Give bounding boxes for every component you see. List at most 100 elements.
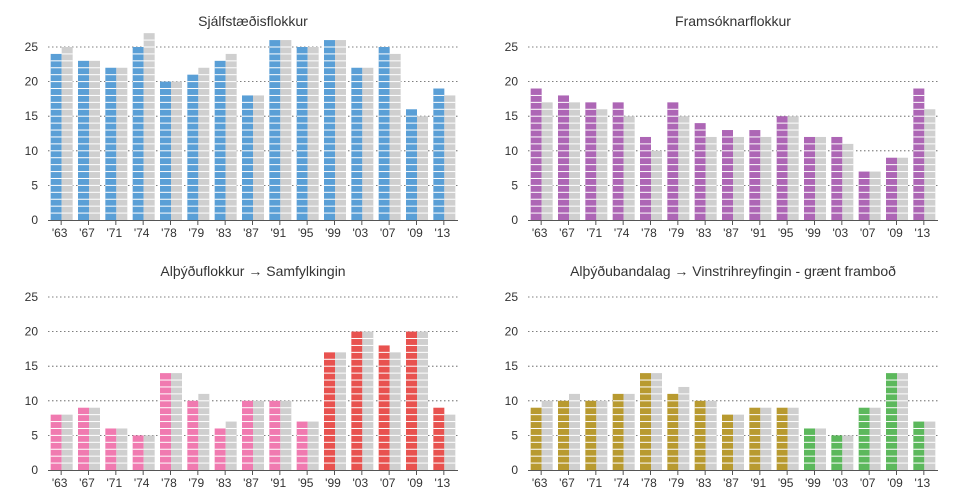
bar-previous [842,435,854,470]
x-tick-label: '91 [271,226,287,240]
bar-previous [198,67,210,220]
bar-current [160,373,171,470]
x-tick-label: '74 [614,226,630,240]
bar-current [214,60,226,221]
x-tick-label: '67 [559,476,575,490]
bar-previous [869,407,881,470]
bar-current [640,373,651,470]
y-tick-label: 25 [505,40,519,54]
bar-current [296,421,308,470]
x-tick-label: '79 [189,476,205,490]
y-tick-label: 15 [505,109,519,123]
bar-previous [678,116,690,220]
bar-previous [225,53,237,220]
bar-previous [924,421,936,470]
bar-current [105,67,117,220]
bar-previous [389,53,401,220]
y-tick-label: 0 [31,213,38,227]
y-tick-label: 25 [505,290,519,304]
bar-previous [623,116,635,220]
bar-current [749,407,761,470]
chart-title: Alþýðubandalag → Vinstrihreyfingin - græ… [570,263,896,279]
bar-previous [787,407,799,470]
bar-current [50,414,62,470]
x-tick-label: '99 [325,226,341,240]
bar-previous [225,421,237,470]
x-tick-label: '83 [696,476,712,490]
x-tick-label: '67 [79,226,95,240]
x-tick-label: '09 [887,226,903,240]
bar-current [351,67,363,220]
bar-current [351,331,363,470]
bar-current [776,116,788,220]
bar-current [378,47,390,220]
x-tick-label: '79 [189,226,205,240]
x-tick-label: '91 [751,226,767,240]
x-tick-label: '13 [915,226,931,240]
x-tick-label: '71 [107,476,123,490]
bar-previous [733,414,744,470]
y-tick-label: 15 [25,109,39,123]
bar-current [804,136,815,220]
bar-current [886,157,897,220]
bar-previous [678,386,690,470]
bar-current [749,130,761,220]
y-tick-label: 15 [25,359,39,373]
bar-current [433,88,445,221]
bar-current [269,40,281,220]
x-tick-label: '95 [778,226,794,240]
bar-current [913,421,925,470]
chart-panel-1: Framsóknarflokkur 0 5 10 15 20 25 '63 '67 '71 '74 '… [505,13,938,240]
x-tick-label: '78 [161,476,177,490]
bar-current [378,345,390,470]
bar-previous [541,102,553,220]
bar-current [585,102,597,220]
bar-current [132,435,144,470]
x-tick-label: '95 [298,476,314,490]
x-tick-label: '63 [52,226,68,240]
bar-previous [651,373,662,470]
x-tick-label: '87 [243,476,259,490]
bar-previous [89,60,100,221]
x-tick-label: '79 [669,476,685,490]
x-tick-label: '71 [587,476,603,490]
x-tick-label: '91 [751,476,767,490]
bar-previous [89,407,100,470]
chart-panel-0: Sjálfstæðisflokkur 0 5 10 15 20 25 '63 '67 '71 '74… [25,13,458,240]
x-tick-label: '99 [325,476,341,490]
bar-current [324,352,335,470]
bar-previous [116,67,128,220]
x-tick-label: '83 [216,476,232,490]
x-tick-label: '07 [380,476,396,490]
bar-previous [143,33,155,220]
chart-title: Framsóknarflokkur [675,13,791,29]
bar-previous [651,150,662,220]
bar-previous [253,95,264,220]
bar-current [858,407,870,470]
bar-previous [569,393,580,470]
x-tick-label: '63 [532,476,548,490]
y-tick-label: 0 [511,213,518,227]
bar-current [406,109,417,220]
y-tick-label: 0 [31,463,38,477]
chart-title: Alþýðuflokkur → Samfylkingin [160,263,345,279]
bar-current [187,400,199,470]
y-tick-label: 25 [25,40,39,54]
x-tick-label: '87 [723,226,739,240]
bar-previous [760,407,772,470]
bar-current [160,81,171,220]
x-tick-label: '03 [353,476,369,490]
x-tick-label: '87 [723,476,739,490]
y-tick-label: 10 [505,144,519,158]
bar-current [913,88,925,221]
bar-previous [171,81,182,220]
bar-current [50,53,62,220]
x-tick-label: '71 [587,226,603,240]
bar-previous [280,400,292,470]
y-tick-label: 5 [511,178,518,192]
bar-previous [760,136,772,220]
x-tick-label: '95 [298,226,314,240]
bar-previous [815,428,826,470]
chart-panel-3: Alþýðubandalag → Vinstrihreyfingin - græ… [505,263,938,490]
bar-current [433,407,445,470]
